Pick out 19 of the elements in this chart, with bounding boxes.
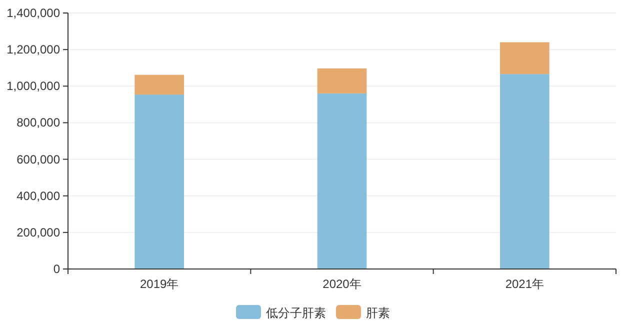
legend-label: 低分子肝素 [266, 306, 326, 320]
bar [134, 94, 184, 269]
bar [317, 93, 367, 269]
y-tick-label: 1,200,000 [6, 42, 60, 57]
x-tick-label: 2020年 [322, 277, 362, 291]
bar [500, 74, 550, 269]
bar [317, 68, 367, 94]
x-tick-label: 2019年 [140, 277, 179, 291]
y-tick-label: 800,000 [16, 116, 60, 130]
bar [134, 74, 184, 95]
x-tick-label: 2021年 [505, 277, 544, 291]
y-tick-label: 600,000 [16, 152, 60, 166]
legend-label: 肝素 [366, 306, 390, 320]
bar [500, 42, 550, 74]
y-tick-label: 1,000,000 [6, 79, 60, 94]
y-tick-label: 200,000 [16, 225, 60, 240]
y-tick-label: 0 [53, 262, 60, 276]
y-tick-label: 1,400,000 [6, 6, 60, 20]
y-tick-label: 400,000 [16, 188, 60, 203]
